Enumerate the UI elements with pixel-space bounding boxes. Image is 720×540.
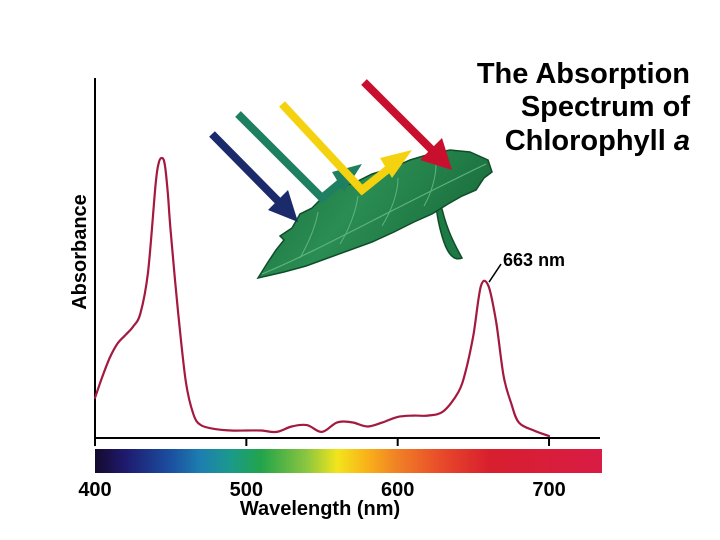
leaf-blade [256, 149, 493, 280]
chart-title: The Absorption Spectrum of Chlorophyll a [477, 58, 691, 157]
blue-light-ray-arrow [209, 131, 298, 222]
annotation-leader-line [488, 263, 502, 283]
title-italic-letter: a [674, 125, 690, 157]
x-tick-marks [94, 438, 551, 446]
title-line-2: Spectrum of [521, 91, 691, 123]
visible-spectrum-bar [95, 449, 602, 473]
x-tick-label-500: 500 [230, 479, 263, 501]
y-axis-label: Absorbance [69, 194, 91, 310]
title-line-3-text: Chlorophyll [505, 125, 674, 157]
red-light-ray-arrow [361, 79, 452, 170]
annotation-663nm-label: 663 nm [503, 250, 565, 270]
peak-annotation: 663 nm [488, 250, 565, 283]
x-tick-label-600: 600 [381, 479, 414, 501]
leaf-illustration [209, 79, 493, 280]
axes [94, 78, 600, 446]
absorbance-curve [93, 156, 551, 438]
title-line-3: Chlorophyll a [505, 125, 690, 157]
x-tick-label-400: 400 [78, 479, 111, 501]
x-axis-label: Wavelength (nm) [240, 498, 400, 520]
title-line-1: The Absorption [477, 58, 690, 90]
yellow-light-ray-arrow [279, 101, 412, 196]
x-tick-labels: 400 500 600 700 [78, 479, 565, 501]
x-tick-label-700: 700 [532, 479, 565, 501]
leaf-stem [435, 199, 464, 260]
